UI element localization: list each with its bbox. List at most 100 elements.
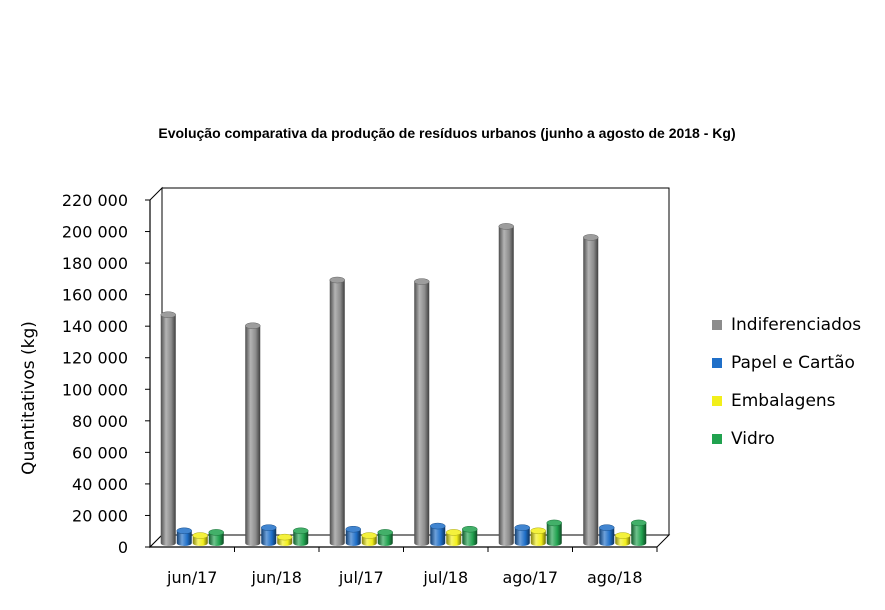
legend-swatch xyxy=(712,396,722,406)
bar-top xyxy=(446,529,462,536)
x-tick-label: jun/17 xyxy=(166,568,217,587)
bar-body xyxy=(462,529,478,546)
legend: Indiferenciados Papel e Cartão Embalagens V… xyxy=(712,315,861,449)
y-axis: 0 20 000 40 000 60 000 80 000 100 000 120 000 1… xyxy=(62,191,150,557)
y-tick-label: 80 000 xyxy=(72,412,128,431)
bar-embalagens xyxy=(192,532,208,546)
bar-indiferenciados xyxy=(414,278,430,546)
bar-indiferenciados xyxy=(245,322,261,546)
bar-vidro xyxy=(546,519,562,546)
y-axis-title: Quantitativos (kg) xyxy=(19,321,39,475)
y-tick-label: 140 000 xyxy=(62,317,128,336)
y-tick-label: 160 000 xyxy=(62,286,128,305)
bar-top xyxy=(160,311,176,318)
y-tick-label: 220 000 xyxy=(62,191,128,210)
left-wall xyxy=(149,186,163,549)
bar-top xyxy=(462,525,478,533)
bar-indiferenciados xyxy=(160,311,176,546)
legend-item: Vidro xyxy=(712,429,775,449)
bar-top xyxy=(530,527,546,535)
bar-body xyxy=(261,527,277,546)
legend-label: Indiferenciados xyxy=(731,315,861,335)
y-tick-label: 0 xyxy=(118,538,128,557)
bar-body xyxy=(176,530,192,546)
bar-body xyxy=(430,526,446,546)
bar-vidro xyxy=(377,529,393,546)
bar-papel-e-cart-o xyxy=(261,524,277,546)
bar-indiferenciados xyxy=(329,276,345,546)
bar-body xyxy=(345,529,361,546)
bar-embalagens xyxy=(361,532,377,546)
bar-top xyxy=(277,533,293,541)
bar-body xyxy=(631,522,647,546)
bar-body xyxy=(599,527,615,546)
y-tick-label: 60 000 xyxy=(72,443,128,462)
bar-vidro xyxy=(293,527,309,546)
bar-top xyxy=(599,524,615,531)
bar-embalagens xyxy=(615,532,631,546)
legend-label: Papel e Cartão xyxy=(731,353,855,373)
bar-papel-e-cart-o xyxy=(514,524,530,546)
y-tick-label: 180 000 xyxy=(62,254,128,273)
legend-swatch xyxy=(712,358,722,368)
bar-body xyxy=(583,237,599,546)
x-tick-label: ago/17 xyxy=(503,568,559,587)
bar-vidro xyxy=(208,529,224,546)
bar-top xyxy=(345,525,361,533)
x-axis: jun/17 jun/18 jul/17 jul/18 ago/17 ago/18 xyxy=(166,547,658,587)
bar-top xyxy=(615,532,631,539)
bar-top xyxy=(361,532,377,539)
legend-item: Papel e Cartão xyxy=(712,353,855,373)
bar-top xyxy=(583,234,599,241)
bar-top xyxy=(414,278,430,285)
x-tick-label: jul/17 xyxy=(338,568,384,587)
bar-embalagens xyxy=(277,533,293,546)
bar-body xyxy=(530,530,546,546)
x-tick-label: ago/18 xyxy=(587,568,643,587)
bar-papel-e-cart-o xyxy=(345,525,361,546)
legend-item: Embalagens xyxy=(712,391,836,411)
bar-top xyxy=(430,522,446,530)
bars xyxy=(160,223,647,546)
y-tick-label: 20 000 xyxy=(72,506,128,525)
legend-swatch xyxy=(712,434,722,444)
x-tick-label: jul/18 xyxy=(422,568,468,587)
bar-top xyxy=(192,532,208,539)
bar-embalagens xyxy=(446,529,462,546)
legend-label: Embalagens xyxy=(731,391,836,411)
bar-vidro xyxy=(631,519,647,546)
y-tick-label: 200 000 xyxy=(62,223,128,242)
bar-body xyxy=(546,522,562,546)
bar-top xyxy=(261,524,277,531)
y-tick-label: 100 000 xyxy=(62,380,128,399)
x-tick-label: jun/18 xyxy=(251,568,302,587)
bar-top xyxy=(514,524,530,531)
chart-title: Evolução comparativa da produção de resí… xyxy=(158,125,735,141)
bar-top xyxy=(377,529,393,536)
y-tick-label: 40 000 xyxy=(72,475,128,494)
bar-body xyxy=(293,530,309,546)
bar-embalagens xyxy=(530,527,546,546)
bar-body xyxy=(329,280,345,546)
legend-swatch xyxy=(712,320,722,330)
bar-indiferenciados xyxy=(583,234,599,546)
legend-label: Vidro xyxy=(731,429,775,449)
bar-body xyxy=(245,325,261,546)
y-tick-label: 120 000 xyxy=(62,349,128,368)
bar-papel-e-cart-o xyxy=(599,524,615,546)
bar-top xyxy=(293,527,309,535)
bar-body xyxy=(446,532,462,546)
bar-vidro xyxy=(462,525,478,546)
bar-top xyxy=(208,529,224,536)
bar-body xyxy=(160,314,176,546)
bar-papel-e-cart-o xyxy=(430,522,446,546)
bar-top xyxy=(631,519,647,527)
bar-body xyxy=(414,281,430,546)
bar-top xyxy=(176,527,192,535)
bar-body xyxy=(498,226,514,546)
bar-top xyxy=(498,223,514,230)
bar-body xyxy=(514,527,530,546)
bar-papel-e-cart-o xyxy=(176,527,192,546)
